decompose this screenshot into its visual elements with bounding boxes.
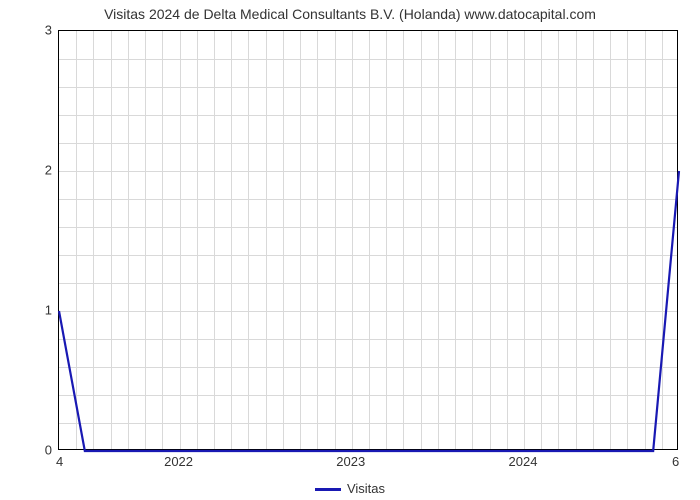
- y-tick: 3: [36, 23, 52, 38]
- legend-swatch: [315, 488, 341, 491]
- x-tick: 2024: [509, 454, 538, 469]
- x-tick: 2022: [164, 454, 193, 469]
- y-tick: 0: [36, 443, 52, 458]
- visits-chart: Visitas 2024 de Delta Medical Consultant…: [0, 0, 700, 500]
- legend-label: Visitas: [347, 481, 385, 496]
- plot-area: [58, 30, 678, 450]
- x-tick: 2023: [336, 454, 365, 469]
- chart-title: Visitas 2024 de Delta Medical Consultant…: [0, 6, 700, 22]
- corner-bottom-right: 6: [672, 454, 679, 469]
- legend: Visitas: [0, 481, 700, 496]
- series-line: [59, 31, 677, 449]
- y-tick: 1: [36, 303, 52, 318]
- corner-bottom-left: 4: [56, 454, 63, 469]
- y-tick: 2: [36, 163, 52, 178]
